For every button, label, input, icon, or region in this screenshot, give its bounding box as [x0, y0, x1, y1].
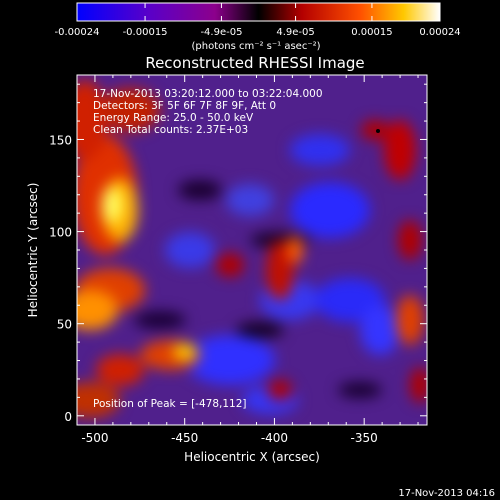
x-axis-ticks: -500 -450 -400 -350: [76, 75, 419, 445]
colorbar-tick-label: 0.00015: [351, 27, 392, 38]
y-tick-label: 50: [57, 318, 72, 332]
colorbar-tick-labels: -0.00024 -0.00015 -4.9e-05 4.9e-05 0.00015 0.…: [55, 27, 461, 38]
colorbar-ticks: [76, 3, 441, 21]
footer-timestamp: 17-Nov-2013 04:16: [398, 488, 495, 499]
y-tick-label: 100: [49, 226, 72, 240]
colorbar-unit-label: (photons cm⁻² s⁻¹ asec⁻²): [191, 41, 320, 52]
colorbar: [76, 2, 441, 22]
y-axis-label: Heliocentric Y (arcsec): [26, 183, 40, 318]
x-tick-label: -350: [351, 431, 378, 445]
y-tick-label: 150: [49, 133, 72, 147]
x-tick-label: -500: [81, 431, 108, 445]
annotation-line: Detectors: 3F 5F 6F 7F 8F 9F, Att 0: [93, 100, 276, 112]
heatmap-image: [77, 75, 427, 425]
x-tick-label: -450: [171, 431, 198, 445]
colorbar-tick-label: -0.00024: [55, 27, 100, 38]
peak-marker: [376, 129, 380, 133]
annotation-line: Position of Peak = [-478,112]: [93, 398, 247, 410]
colorbar-tick-label: -4.9e-05: [200, 27, 242, 38]
x-tick-label: -400: [261, 431, 288, 445]
y-axis-ticks: 0 50 100 150: [49, 83, 427, 424]
x-axis-label: Heliocentric X (arcsec): [184, 450, 320, 464]
annotation-line: Energy Range: 25.0 - 50.0 keV: [93, 112, 254, 124]
annotation-line: Clean Total counts: 2.37E+03: [93, 124, 248, 136]
colorbar-tick-label: 4.9e-05: [276, 27, 314, 38]
annotation-line: 17-Nov-2013 03:20:12.000 to 03:22:04.000: [93, 88, 323, 100]
chart-title: Reconstructed RHESSI Image: [145, 54, 364, 72]
colorbar-tick-label: -0.00015: [123, 27, 168, 38]
y-tick-label: 0: [64, 410, 72, 424]
colorbar-tick-label: 0.00024: [419, 27, 460, 38]
annotations: 17-Nov-2013 03:20:12.000 to 03:22:04.000…: [93, 88, 323, 410]
